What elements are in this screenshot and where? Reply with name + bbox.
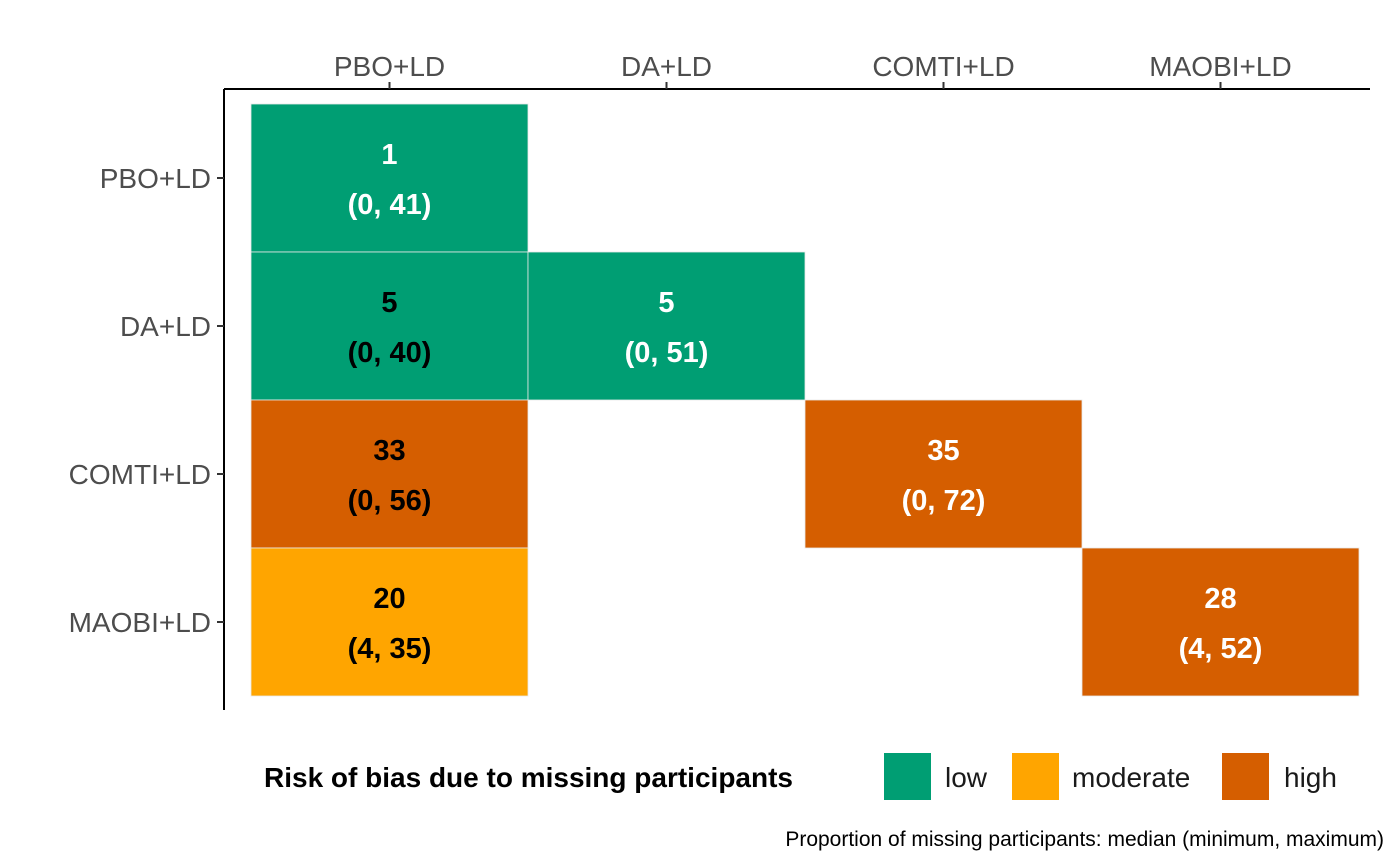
cell-median-maobi-ld-vs-pbo-ld: 20 [373, 583, 405, 615]
y-tick-label-maobi-ld: MAOBI+LD [69, 607, 211, 638]
cell-da-ld-vs-pbo-ld [250, 251, 529, 401]
cell-da-ld-vs-da-ld [527, 251, 806, 401]
cell-comti-ld-vs-pbo-ld [250, 399, 529, 549]
legend: Risk of bias due to missing participants… [264, 753, 1337, 800]
cell-median-pbo-ld-vs-pbo-ld: 1 [381, 139, 397, 171]
axes: PBO+LD DA+LD COMTI+LD MAOBI+LD PBO+LD DA+LD CO… [69, 51, 1370, 710]
legend-key-moderate [1012, 753, 1059, 800]
cell-median-comti-ld-vs-comti-ld: 35 [927, 435, 959, 467]
x-tick-label-maobi-ld: MAOBI+LD [1149, 51, 1291, 82]
cell-median-comti-ld-vs-pbo-ld: 33 [373, 435, 405, 467]
cell-median-da-ld-vs-da-ld: 5 [658, 287, 674, 319]
y-tick-label-da-ld: DA+LD [120, 311, 211, 342]
cell-comti-ld-vs-comti-ld [804, 399, 1083, 549]
heatmap-cells: 1 (0, 41) 5 (0, 40) 5 (0, 51) 33 (0, 56) 35 (0, 7… [250, 103, 1360, 697]
x-tick-label-pbo-ld: PBO+LD [334, 51, 445, 82]
cell-median-da-ld-vs-pbo-ld: 5 [381, 287, 397, 319]
x-tick-label-comti-ld: COMTI+LD [872, 51, 1014, 82]
legend-label-high: high [1284, 762, 1337, 793]
y-tick-label-pbo-ld: PBO+LD [100, 163, 211, 194]
cell-maobi-ld-vs-maobi-ld [1081, 547, 1360, 697]
legend-key-high [1222, 753, 1269, 800]
legend-key-low [884, 753, 931, 800]
legend-label-low: low [945, 762, 988, 793]
cell-range-comti-ld-vs-comti-ld: (0, 72) [902, 485, 986, 517]
cell-range-maobi-ld-vs-maobi-ld: (4, 52) [1179, 633, 1263, 665]
cell-median-maobi-ld-vs-maobi-ld: 28 [1204, 583, 1236, 615]
cell-maobi-ld-vs-pbo-ld [250, 547, 529, 697]
cell-range-pbo-ld-vs-pbo-ld: (0, 41) [348, 189, 432, 221]
x-tick-label-da-ld: DA+LD [621, 51, 712, 82]
y-tick-label-comti-ld: COMTI+LD [69, 459, 211, 490]
cell-range-maobi-ld-vs-pbo-ld: (4, 35) [348, 633, 432, 665]
cell-pbo-ld-vs-pbo-ld [250, 103, 529, 253]
chart-caption: Proportion of missing participants: medi… [785, 828, 1384, 851]
legend-label-moderate: moderate [1072, 762, 1190, 793]
cell-range-da-ld-vs-pbo-ld: (0, 40) [348, 337, 432, 369]
cell-range-comti-ld-vs-pbo-ld: (0, 56) [348, 485, 432, 517]
cell-range-da-ld-vs-da-ld: (0, 51) [625, 337, 709, 369]
legend-title: Risk of bias due to missing participants [264, 762, 793, 793]
